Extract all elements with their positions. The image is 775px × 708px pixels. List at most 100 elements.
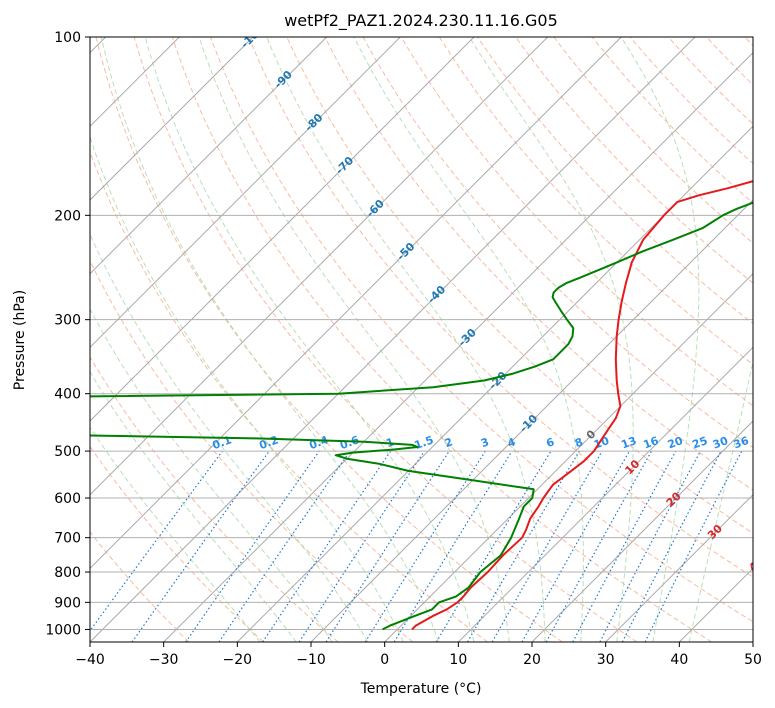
mixing-ratio-line (521, 450, 631, 642)
y-tick-label: 100 (54, 30, 81, 46)
dry-adiabat (438, 37, 753, 365)
moist-adiabat (90, 135, 404, 642)
y-tick-label: 200 (54, 208, 81, 224)
x-tick-label: −40 (75, 652, 105, 668)
mixing-ratio-line (435, 450, 552, 642)
moist-adiabat (100, 37, 439, 642)
x-tick-label: 40 (670, 652, 688, 668)
x-axis: −40 −30 −20 −10 0 10 20 30 40 50 (75, 642, 762, 668)
y-tick-label: 800 (54, 565, 81, 581)
moist-adiabat (469, 37, 634, 642)
mixing-ratio-line (131, 450, 270, 642)
moist-adiabat (90, 232, 369, 642)
moist-adiabat (688, 358, 753, 642)
mixing-ratio-label: 30 (711, 434, 730, 452)
y-tick-label: 400 (54, 387, 81, 403)
isotherm-label: -10 (517, 412, 540, 435)
moist-adiabat (266, 37, 546, 642)
x-tick-label: −30 (149, 652, 179, 668)
mixing-ratio-line (572, 450, 677, 642)
dry-adiabat (515, 37, 753, 284)
dry-adiabat (286, 37, 753, 534)
isotherm (752, 641, 753, 642)
y-tick-label: 300 (54, 313, 81, 329)
isotherm-label: -40 (425, 283, 448, 306)
isotherm (90, 37, 622, 570)
moist-adiabat (90, 426, 261, 642)
isotherm (163, 51, 753, 642)
y-tick-label: 700 (54, 531, 81, 547)
mixing-ratio-line (599, 450, 702, 642)
mixing-ratio-label: 20 (666, 434, 685, 452)
dry-adiabat (400, 37, 753, 407)
dry-adiabat (171, 37, 712, 642)
isotherm (236, 125, 753, 642)
mixing-ratio-line (545, 450, 653, 642)
x-tick-label: 30 (597, 652, 615, 668)
y-tick-label: 1000 (45, 622, 81, 638)
moist-adiabat (90, 308, 333, 642)
isotherm-label: -80 (302, 111, 325, 134)
mixing-ratio-label: 2 (443, 435, 455, 450)
isotherm (605, 493, 753, 642)
dry-adiabat (133, 37, 638, 642)
pressure-gridlines (90, 36, 753, 630)
mixing-ratio-line (218, 450, 351, 642)
isotherm-label: -70 (333, 154, 356, 177)
temperature-profile (411, 180, 753, 631)
dry-adiabat (95, 37, 563, 642)
isotherm (310, 199, 753, 642)
y-tick-label: 900 (54, 595, 81, 611)
background-lines (90, 37, 753, 642)
dry-adiabat (362, 37, 753, 449)
mixing-ratio-label: 13 (619, 434, 638, 451)
isotherm (457, 346, 753, 642)
dry-adiabat (591, 37, 753, 204)
dry-adiabat (210, 37, 753, 623)
dry-adiabat (553, 37, 753, 244)
mixing-ratio-label: 3 (479, 435, 491, 450)
isotherm (678, 567, 753, 642)
moist-adiabat (620, 37, 700, 642)
dry-adiabat (90, 531, 190, 642)
isotherm (531, 420, 753, 642)
moist-adiabat (198, 37, 510, 642)
mixing-ratio-label: 36 (732, 434, 751, 452)
dry-adiabat (90, 150, 488, 642)
x-tick-label: −10 (296, 652, 326, 668)
mixing-ratio-label: 16 (642, 434, 661, 452)
x-tick-label: −20 (223, 652, 253, 668)
mixing-ratio-label: 0.6 (338, 433, 361, 452)
mixing-ratio-line (262, 450, 392, 642)
x-tick-label: 50 (744, 652, 762, 668)
y-axis-label: Pressure (hPa) (12, 290, 28, 390)
dewpoint-profile (90, 201, 753, 631)
isotherm-label: -20 (486, 369, 509, 392)
profile-lines (90, 180, 753, 631)
y-tick-label: 500 (54, 444, 81, 460)
dry-adiabat (477, 37, 753, 325)
dry-adiabat (90, 356, 339, 642)
mixing-ratio-line (90, 450, 223, 632)
chart-title: wetPf2_PAZ1.2024.230.11.16.G05 (284, 11, 558, 31)
dry-adiabat (706, 37, 753, 86)
dry-adiabat (90, 259, 414, 642)
isotherm (90, 37, 549, 496)
isotherm-label: 40 (746, 554, 766, 574)
mixing-ratio-line (644, 450, 743, 642)
mixing-ratio-line (298, 450, 425, 642)
dry-adiabat (248, 37, 753, 578)
isotherm (90, 37, 475, 422)
moist-adiabat (353, 37, 584, 642)
mixing-ratio-line (325, 450, 450, 642)
mixing-ratio-label: 25 (690, 434, 709, 451)
x-tick-label: 20 (523, 652, 541, 668)
isotherm (90, 37, 696, 642)
x-axis-label: Temperature (°C) (360, 681, 482, 697)
mixing-ratio-line (621, 450, 722, 642)
isotherm (90, 37, 401, 349)
plot-frame (89, 36, 754, 643)
isotherm (90, 37, 254, 201)
x-tick-label: 10 (449, 652, 467, 668)
